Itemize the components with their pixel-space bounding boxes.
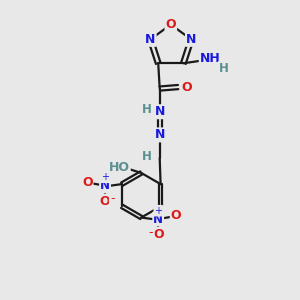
- Text: N: N: [100, 179, 110, 192]
- Text: N: N: [154, 105, 165, 118]
- Text: NH: NH: [200, 52, 220, 65]
- Text: N: N: [145, 33, 156, 46]
- Text: O: O: [166, 18, 176, 31]
- Text: O: O: [181, 81, 192, 94]
- Text: N: N: [186, 33, 196, 46]
- Text: O: O: [153, 228, 164, 241]
- Text: O: O: [171, 209, 182, 222]
- Text: N: N: [153, 212, 163, 226]
- Text: H: H: [142, 150, 152, 163]
- Text: N: N: [154, 128, 165, 141]
- Text: O: O: [100, 194, 110, 208]
- Text: H: H: [219, 62, 228, 75]
- Text: HO: HO: [109, 160, 130, 173]
- Text: O: O: [82, 176, 92, 188]
- Text: -: -: [110, 192, 114, 205]
- Text: -: -: [149, 226, 153, 238]
- Text: +: +: [101, 172, 109, 182]
- Text: +: +: [154, 206, 162, 216]
- Text: H: H: [141, 103, 151, 116]
